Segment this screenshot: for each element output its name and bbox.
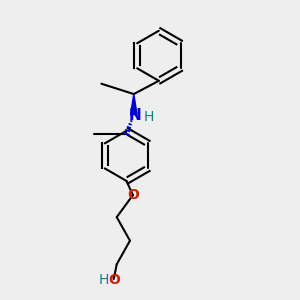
Polygon shape (130, 94, 137, 115)
Text: O: O (128, 188, 140, 202)
Text: H: H (99, 273, 109, 287)
Text: O: O (109, 273, 121, 287)
Text: N: N (129, 108, 142, 123)
Text: H: H (144, 110, 154, 124)
